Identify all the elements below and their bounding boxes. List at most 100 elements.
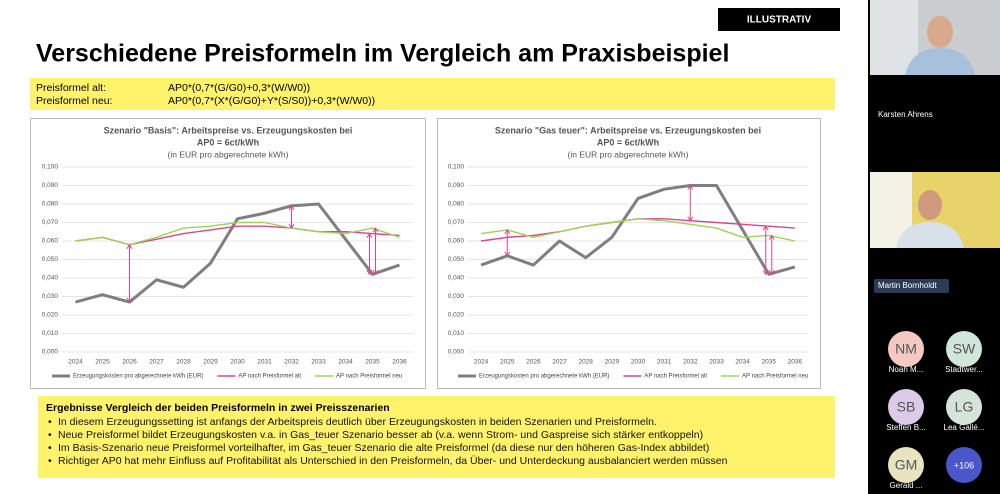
legend-label: Erzeugungskosten pro abgerechnete kWh (E… — [73, 374, 203, 380]
chart-note: (in EUR pro abgerechnete kWh) — [568, 149, 689, 159]
results-heading: Ergebnisse Vergleich der beiden Preisfor… — [46, 402, 390, 414]
participant-name: Steffen B... — [886, 423, 925, 432]
bullet-dot: • — [48, 429, 52, 441]
chart-title: Szenario "Gas teuer": Arbeitspreise vs. … — [495, 125, 761, 135]
series-line — [480, 184, 796, 276]
arrow-head — [126, 243, 133, 249]
avatar-initials: SB — [897, 399, 916, 415]
arrow-head — [687, 184, 694, 190]
person — [896, 222, 964, 248]
bullet-dot: • — [48, 442, 52, 454]
video-name: Karsten Ahrens — [878, 110, 933, 119]
arrow-head — [372, 227, 379, 233]
x-tick-label: 2034 — [338, 359, 353, 366]
arrow-head — [762, 270, 769, 276]
y-tick-label: 0,020 — [448, 312, 465, 319]
legend-label: AP nach Preisformel alt — [238, 374, 301, 380]
x-tick-label: 2031 — [657, 359, 672, 366]
y-tick-label: 0,040 — [448, 275, 465, 282]
arrow-head — [126, 297, 133, 303]
participant-name: Stadtwer... — [945, 365, 983, 374]
more-button — [946, 447, 982, 483]
x-tick-label: 2025 — [95, 359, 110, 366]
slide-title: Verschiedene Preisformeln im Vergleich a… — [36, 40, 729, 68]
y-tick-label: 0,090 — [448, 182, 465, 189]
chart-title: Szenario "Basis": Arbeitspreise vs. Erze… — [104, 125, 353, 135]
x-tick-label: 2030 — [631, 359, 646, 366]
avatar — [946, 389, 982, 425]
x-tick-label: 2029 — [203, 359, 218, 366]
y-tick-label: 0,040 — [42, 275, 59, 282]
x-tick-label: 2026 — [526, 359, 541, 366]
x-tick-label: 2024 — [68, 359, 83, 366]
legend-label: AP nach Preisformel neu — [336, 374, 402, 380]
arrow-head — [372, 270, 379, 276]
avatar — [946, 331, 982, 367]
x-tick-label: 2028 — [578, 359, 593, 366]
chart-note: (in EUR pro abgerechnete kWh) — [168, 149, 289, 159]
x-tick-label: 2036 — [392, 359, 407, 366]
series-line — [480, 218, 796, 242]
arrow-head — [768, 234, 775, 240]
bullet-dot: • — [48, 455, 52, 467]
y-tick-label: 0,030 — [448, 293, 465, 300]
formula: AP0*(0,7*(X*(G/G0)+Y*(S/S0))+0,3*(W/W0)) — [168, 95, 375, 107]
chart-subtitle: AP0 = 6ct/kWh — [597, 137, 659, 147]
x-tick-label: 2027 — [552, 359, 567, 366]
badge: ILLUSTRATIV — [747, 15, 812, 26]
bullets: • In diesem Erzeugungssetting ist anfang… — [48, 416, 728, 467]
chart-subtitle: AP0 = 6ct/kWh — [197, 137, 259, 147]
y-tick-label: 0,070 — [42, 219, 59, 226]
x-tick-label: 2034 — [735, 359, 750, 366]
arrow-head — [288, 223, 295, 229]
legend-label: AP nach Preisformel neu — [742, 374, 808, 380]
arrow-head — [504, 228, 511, 235]
y-tick-label: 0,080 — [42, 201, 59, 208]
arrow-head — [366, 270, 373, 276]
x-tick-label: 2026 — [122, 359, 137, 366]
video-name: Martin Bornholdt — [878, 281, 937, 290]
badge-box — [718, 8, 840, 31]
y-tick-label: 0,080 — [448, 201, 465, 208]
legend-label: Erzeugungskosten pro abgerechnete kWh (E… — [479, 374, 609, 380]
formula-box — [30, 78, 835, 110]
participant-name: Lea Gallé... — [944, 423, 985, 432]
arrow-head — [504, 251, 511, 257]
y-tick-label: 0,060 — [448, 238, 465, 245]
avatar-initials: NM — [895, 341, 917, 357]
y-tick-label: 0,060 — [42, 238, 59, 245]
person — [927, 16, 953, 48]
y-tick-label: 0,050 — [448, 256, 465, 263]
y-tick-label: 0,010 — [42, 330, 59, 337]
legend-label: AP nach Preisformel alt — [644, 374, 707, 380]
person — [918, 190, 942, 220]
avatar-initials: GM — [895, 457, 918, 473]
x-tick-label: 2033 — [709, 359, 724, 366]
participant-name: Noah M... — [889, 365, 924, 374]
x-tick-label: 2025 — [500, 359, 515, 366]
arrow-head — [687, 216, 694, 222]
y-tick-label: 0,050 — [42, 256, 59, 263]
more-count[interactable]: +106 — [954, 460, 974, 470]
y-tick-label: 0,000 — [448, 349, 465, 356]
formula: AP0*(0,7*(G/G0)+0,3*(W/W0)) — [168, 82, 310, 94]
arrow-head — [288, 204, 295, 211]
x-tick-label: 2028 — [176, 359, 191, 366]
results-box — [38, 396, 835, 478]
avatar-initials: LG — [955, 399, 974, 415]
y-tick-label: 0,090 — [42, 182, 59, 189]
x-tick-label: 2024 — [474, 359, 489, 366]
x-tick-label: 2033 — [311, 359, 326, 366]
avatar — [888, 331, 924, 367]
x-tick-label: 2032 — [284, 359, 299, 366]
x-tick-label: 2031 — [257, 359, 272, 366]
video-name-box — [874, 279, 949, 293]
y-tick-label: 0,030 — [42, 293, 59, 300]
y-tick-label: 0,010 — [448, 330, 465, 337]
y-tick-label: 0,100 — [42, 164, 59, 171]
bullet: Im Basis-Szenario neue Preisformel vorte… — [58, 442, 709, 454]
x-tick-label: 2030 — [230, 359, 245, 366]
x-tick-label: 2029 — [605, 359, 620, 366]
